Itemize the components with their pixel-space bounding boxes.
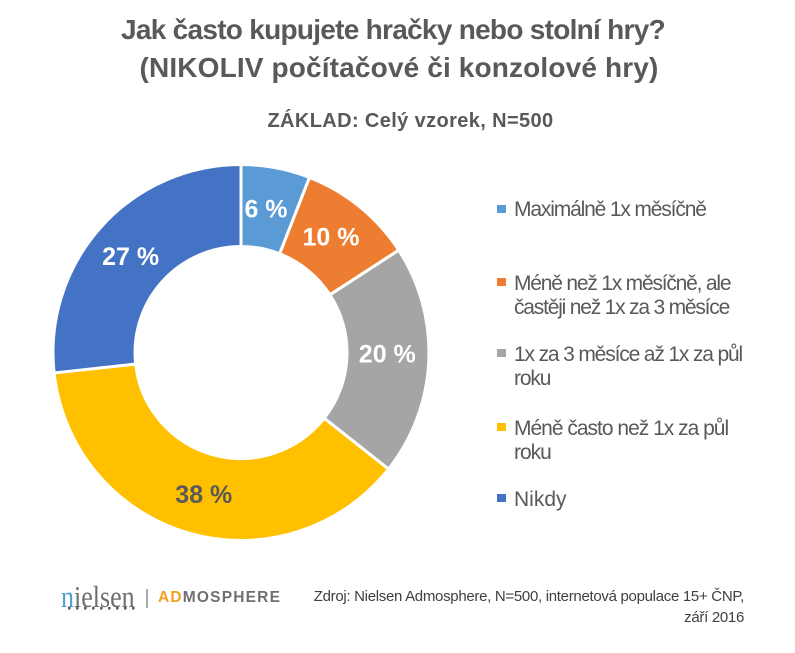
svg-text:10 %: 10 % — [303, 224, 360, 252]
svg-text:38 %: 38 % — [175, 481, 232, 509]
svg-text:27 %: 27 % — [102, 243, 159, 271]
svg-text:6 %: 6 % — [244, 196, 287, 224]
svg-text:20 %: 20 % — [359, 341, 416, 369]
